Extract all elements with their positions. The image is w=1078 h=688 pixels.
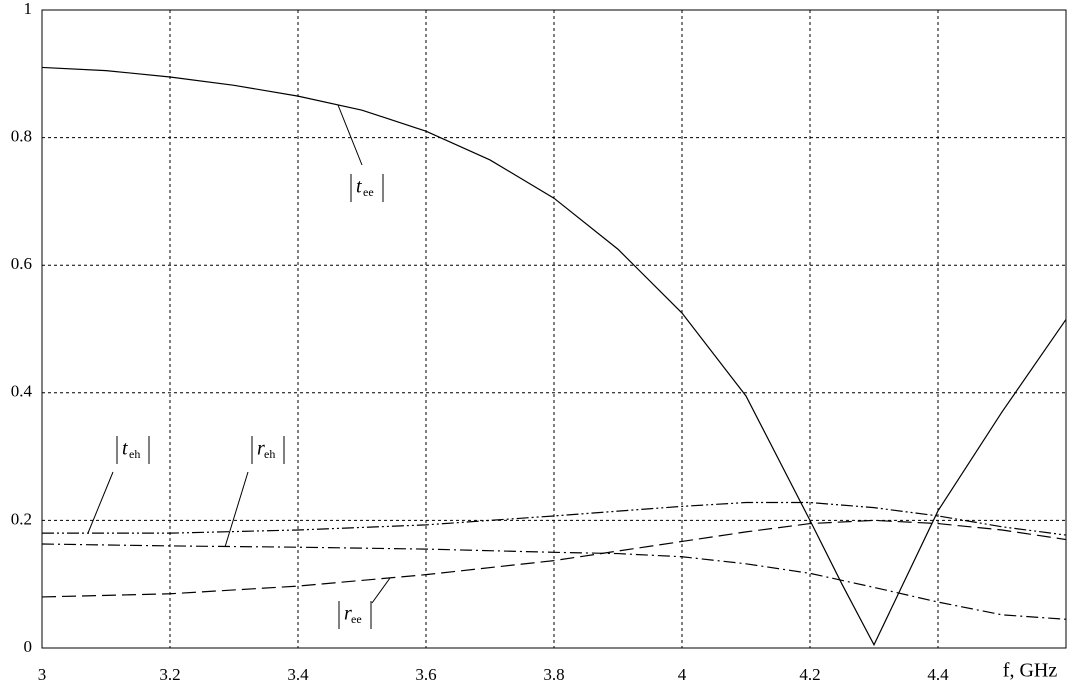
x-tick-label: 4.4 [927,665,949,684]
y-tick-label: 0.6 [11,254,32,273]
y-tick-label: 0.2 [11,509,32,528]
label-pointer [371,577,391,604]
series-subscript: ee [363,185,374,199]
x-tick-label: 4.2 [799,665,820,684]
label-pointer [224,471,249,548]
series-label: t eh [116,436,150,464]
y-tick-label: 1 [24,0,33,18]
series-label: r ee [338,601,372,629]
x-axis-label: f, GHz [1003,660,1058,682]
series-subscript: eh [129,447,140,461]
x-tick-label: 3.8 [543,665,564,684]
label-pointer [337,104,363,166]
y-tick-label: 0.4 [11,382,33,401]
series-name: t [356,176,362,198]
series-name: r [344,603,352,625]
series-name: r [257,438,265,460]
line-series [42,501,1067,536]
line-series [41,543,1067,620]
series-subscript: ee [351,612,362,626]
x-tick-label: 3.6 [415,665,436,684]
line-series [41,519,1067,598]
plot-frame [41,9,1067,649]
x-tick-label: 3.4 [287,665,309,684]
line-series [41,66,1067,647]
label-pointer [87,471,114,534]
x-tick-label: 3 [38,665,47,684]
series-name: t [122,438,128,460]
y-tick-label: 0.8 [11,127,32,146]
y-tick-label: 0 [24,637,33,656]
series-subscript: eh [264,447,275,461]
series-label: r eh [251,436,285,464]
series-label: t ee [350,174,384,202]
x-tick-label: 4 [678,665,687,684]
x-tick-label: 3.2 [159,665,180,684]
